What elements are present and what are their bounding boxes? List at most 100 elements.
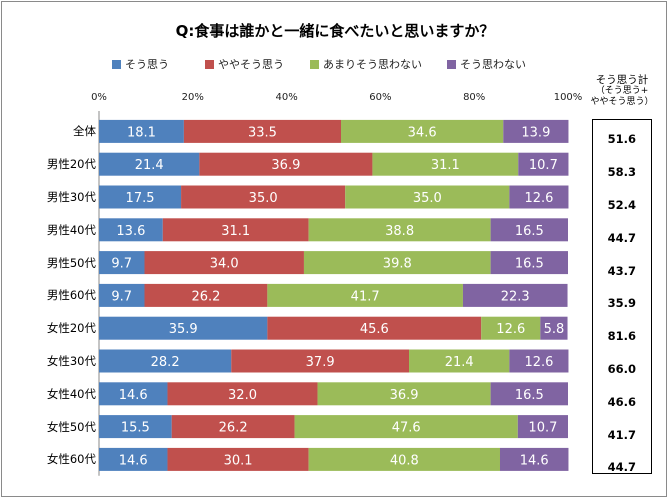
- category-label: 男性50代: [46, 255, 96, 270]
- bar-segment: [372, 152, 519, 176]
- category-label: 男性30代: [46, 190, 96, 204]
- chart-title: Q:食事は誰かと一緒に食べたいと思いますか？: [175, 22, 495, 40]
- category-label: 男性20代: [46, 157, 96, 172]
- data-label: 28.2: [151, 355, 180, 370]
- data-label: 31.1: [221, 224, 250, 239]
- bar-segment: [308, 447, 500, 471]
- data-label: 12.6: [524, 191, 553, 206]
- data-label: 45.6: [360, 322, 389, 337]
- bar-segment: [490, 218, 568, 242]
- bar-segment: [267, 316, 482, 340]
- x-tick-label: 80%: [463, 92, 486, 103]
- legend-swatch: [447, 59, 456, 69]
- data-label: 38.8: [385, 224, 414, 239]
- bar-segment: [518, 152, 569, 176]
- data-label: 40.8: [390, 453, 419, 468]
- data-label: 16.5: [515, 257, 544, 272]
- x-tick-label: 20%: [181, 92, 204, 103]
- bar-segment: [294, 415, 518, 439]
- category-label: 女性30代: [46, 354, 96, 368]
- bar-segment: [199, 152, 373, 176]
- bar-segment: [481, 316, 541, 340]
- bar-segment: [490, 251, 568, 275]
- x-tick-label: 60%: [369, 92, 392, 103]
- data-label: 35.0: [413, 191, 442, 206]
- data-label: 5.8: [544, 322, 565, 337]
- bar-segment: [171, 415, 295, 439]
- data-label: 13.6: [116, 224, 145, 239]
- bar-segment: [303, 251, 491, 275]
- sum-header-title: そう思う計: [595, 74, 649, 86]
- data-label: 37.9: [306, 355, 335, 370]
- x-tick-label: 0%: [91, 92, 107, 103]
- bar-segment: [183, 119, 342, 143]
- bar-segment: [540, 316, 568, 340]
- bar-segment: [99, 415, 172, 439]
- sum-value: 44.7: [607, 230, 636, 245]
- sum-value: 35.9: [607, 296, 636, 311]
- category-label: 女性50代: [46, 419, 96, 434]
- bar-segment: [499, 447, 569, 471]
- bar-segment: [345, 185, 510, 209]
- sum-value: 58.3: [607, 165, 636, 180]
- data-label: 39.8: [383, 257, 412, 272]
- sum-value: 44.7: [607, 460, 636, 475]
- sum-value: 66.0: [607, 362, 636, 376]
- bar-segment: [181, 185, 346, 209]
- sum-value: 46.6: [607, 394, 636, 409]
- data-label: 21.4: [445, 355, 474, 370]
- bar-segment: [99, 283, 145, 307]
- bar-segment: [167, 382, 318, 406]
- bar-segment: [144, 251, 304, 275]
- data-label: 14.6: [520, 453, 549, 468]
- category-label: 全体: [73, 124, 96, 139]
- category-label: 男性60代: [46, 288, 96, 303]
- bar-segment: [308, 218, 491, 242]
- legend-item: あまりそう思わない: [310, 56, 422, 72]
- bar-segment: [99, 382, 168, 406]
- x-tick-label: 100%: [553, 92, 583, 103]
- data-label: 10.7: [529, 158, 558, 173]
- legend-item: そう思わない: [447, 56, 526, 72]
- x-tick-label: 40%: [275, 92, 298, 103]
- bar-segment: [462, 283, 568, 307]
- data-label: 21.4: [135, 158, 164, 173]
- legend-swatch: [310, 59, 319, 69]
- data-label: 32.0: [228, 388, 257, 403]
- legend-swatch: [112, 59, 121, 69]
- sum-column-box: [592, 119, 652, 474]
- category-label: 女性20代: [46, 321, 96, 336]
- sum-value: 52.4: [607, 198, 636, 212]
- legend-swatch: [205, 59, 214, 69]
- bar-segment: [99, 251, 145, 275]
- data-label: 13.9: [521, 125, 550, 140]
- sum-value: 41.7: [607, 427, 636, 442]
- data-label: 31.1: [431, 158, 460, 173]
- legend-label: そう思う: [125, 58, 169, 71]
- bar-segment: [167, 447, 309, 471]
- data-label: 36.9: [271, 158, 300, 173]
- data-label: 35.0: [249, 191, 278, 206]
- data-label: 9.7: [111, 257, 132, 272]
- sum-header-sub1: （そう思う+: [595, 86, 649, 96]
- data-label: 35.9: [169, 322, 198, 337]
- data-label: 14.6: [119, 388, 148, 403]
- bar-segment: [99, 447, 168, 471]
- data-label: 34.6: [408, 125, 437, 140]
- bar-segment: [231, 349, 410, 373]
- data-label: 15.5: [121, 421, 150, 436]
- category-label: 男性40代: [46, 222, 96, 237]
- category-label: 女性60代: [46, 452, 96, 467]
- legend-item: ややそう思う: [205, 56, 284, 72]
- data-label: 14.6: [119, 453, 148, 468]
- sum-value: 43.7: [607, 263, 636, 278]
- data-label: 36.9: [390, 388, 419, 403]
- bar-segment: [99, 349, 232, 373]
- legend-item: そう思う: [112, 56, 169, 72]
- data-label: 10.7: [528, 421, 557, 436]
- legend-label: あまりそう思わない: [323, 58, 422, 71]
- data-label: 34.0: [210, 257, 239, 272]
- data-label: 9.7: [111, 289, 132, 304]
- bar-segment: [317, 382, 491, 406]
- data-label: 41.7: [351, 289, 380, 304]
